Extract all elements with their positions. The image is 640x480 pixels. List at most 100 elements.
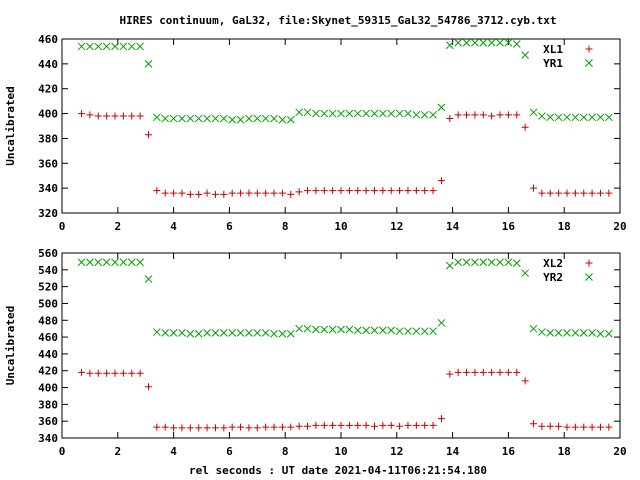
data-point xyxy=(86,42,94,51)
legend-marker-xl1 xyxy=(585,45,593,53)
data-point xyxy=(328,325,337,334)
data-point xyxy=(236,115,245,124)
x-tick-label: 14 xyxy=(446,220,460,233)
chart-title: HIRES continuum, GaL32, file:Skynet_5931… xyxy=(119,14,556,27)
data-point xyxy=(471,368,479,376)
y-tick-label: 400 xyxy=(38,108,58,121)
data-point xyxy=(77,42,86,51)
data-point xyxy=(521,51,529,60)
data-point xyxy=(571,329,580,337)
x-tick-label: 18 xyxy=(558,445,571,458)
data-point xyxy=(513,368,521,376)
data-point xyxy=(287,190,295,198)
data-point xyxy=(153,187,161,195)
x-tick-label: 14 xyxy=(446,445,460,458)
data-point xyxy=(538,328,546,336)
legend-marker-xl2 xyxy=(585,259,593,267)
data-point xyxy=(211,114,220,123)
data-point xyxy=(421,187,429,195)
data-point xyxy=(563,329,571,337)
data-point xyxy=(195,424,203,432)
data-point xyxy=(86,258,94,267)
data-point xyxy=(412,421,420,429)
data-point xyxy=(588,423,596,431)
data-point xyxy=(521,269,529,278)
plot-1: 320 340 360 380 400 420 440 460 0 2 4 6 8 10 12 14 16 18 2… xyxy=(4,33,627,233)
y-tick-label: 360 xyxy=(38,157,58,170)
data-point xyxy=(337,109,345,118)
data-point xyxy=(144,131,152,139)
data-point xyxy=(119,112,127,120)
data-point xyxy=(496,38,504,47)
data-point xyxy=(370,187,378,195)
data-point xyxy=(446,370,454,378)
y-tick-label: 520 xyxy=(38,281,58,294)
series-yr1 xyxy=(77,38,613,124)
data-point xyxy=(178,114,186,123)
data-point xyxy=(153,328,161,336)
data-point xyxy=(136,258,144,267)
data-point xyxy=(396,187,404,195)
data-point xyxy=(345,187,353,195)
data-point xyxy=(195,190,203,198)
data-point xyxy=(421,421,429,429)
data-point xyxy=(303,324,312,333)
data-point xyxy=(312,421,320,429)
data-point xyxy=(513,111,521,119)
data-point xyxy=(228,329,237,337)
data-point xyxy=(538,112,546,120)
y-tick-label: 320 xyxy=(38,207,58,220)
data-point xyxy=(153,113,161,122)
x-tick-label: 6 xyxy=(226,445,233,458)
data-point xyxy=(194,329,203,338)
y-axis-label: Uncalibrated xyxy=(4,86,17,165)
data-point xyxy=(437,318,446,327)
data-point xyxy=(111,42,119,51)
data-point xyxy=(546,422,554,430)
data-point xyxy=(312,109,320,118)
data-point xyxy=(94,42,103,51)
data-point xyxy=(253,329,262,337)
data-point xyxy=(304,422,312,430)
data-point xyxy=(454,368,462,376)
data-point xyxy=(286,329,295,338)
series-xl2 xyxy=(78,368,613,432)
data-point xyxy=(395,109,404,118)
data-point xyxy=(94,112,102,120)
data-point xyxy=(136,42,144,51)
data-point xyxy=(345,421,353,429)
data-point xyxy=(245,189,253,197)
data-point xyxy=(512,259,521,267)
data-point xyxy=(370,109,379,118)
data-point xyxy=(404,421,412,429)
data-point xyxy=(555,422,563,430)
data-point xyxy=(362,421,370,429)
data-point xyxy=(404,187,412,195)
data-point xyxy=(102,42,111,51)
data-point xyxy=(312,325,320,334)
data-point xyxy=(178,189,186,197)
x-tick-label: 2 xyxy=(114,220,121,233)
data-point xyxy=(504,111,512,119)
data-point xyxy=(127,258,136,267)
data-point xyxy=(186,424,194,432)
data-point xyxy=(496,258,504,267)
data-point xyxy=(228,423,236,431)
data-point xyxy=(404,327,412,336)
data-point xyxy=(161,423,169,431)
data-point xyxy=(580,423,588,431)
data-point xyxy=(127,42,136,51)
data-point xyxy=(462,258,471,267)
data-point xyxy=(496,111,504,119)
data-point xyxy=(253,189,261,197)
data-point xyxy=(429,421,437,429)
data-point xyxy=(295,188,303,196)
data-point xyxy=(211,424,219,432)
data-point xyxy=(203,329,211,337)
x-tick-label: 10 xyxy=(334,445,347,458)
data-point xyxy=(245,329,253,337)
data-point xyxy=(387,421,395,429)
data-point xyxy=(119,258,128,267)
data-point xyxy=(161,189,169,197)
data-point xyxy=(111,112,119,120)
